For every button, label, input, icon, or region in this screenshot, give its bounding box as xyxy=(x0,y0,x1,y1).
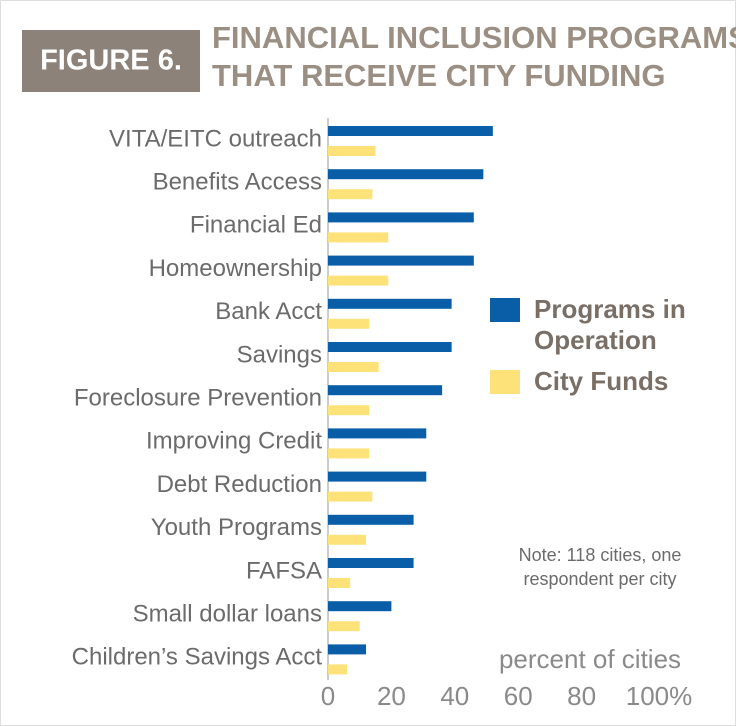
category-label: Small dollar loans xyxy=(133,601,322,628)
bar xyxy=(328,189,373,200)
bar xyxy=(328,298,452,309)
bar xyxy=(328,664,348,675)
category-label: Improving Credit xyxy=(146,428,322,455)
chart-title: FINANCIAL INCLUSION PROGRAMS xyxy=(212,20,736,55)
bar xyxy=(328,405,370,416)
x-tick-label: 80 xyxy=(567,681,596,711)
bar xyxy=(328,126,493,136)
bar xyxy=(328,558,414,568)
legend-swatch xyxy=(490,298,520,322)
bar xyxy=(328,362,379,372)
bar xyxy=(328,601,392,612)
bar xyxy=(328,232,389,243)
x-axis-label: percent of cities xyxy=(499,644,681,674)
bar xyxy=(328,491,373,502)
x-tick-label: 40 xyxy=(440,681,469,711)
category-label: Savings xyxy=(237,341,322,368)
chart-title: THAT RECEIVE CITY FUNDING xyxy=(212,58,666,93)
category-label: Financial Ed xyxy=(190,212,322,239)
note: respondent per city xyxy=(523,569,676,589)
bar xyxy=(328,578,351,588)
category-label: Debt Reduction xyxy=(157,471,322,498)
figure-box xyxy=(22,30,200,92)
bar xyxy=(328,385,443,396)
category-label: Benefits Access xyxy=(153,169,322,196)
bar xyxy=(328,621,360,632)
bar xyxy=(328,534,367,545)
bar xyxy=(328,644,367,655)
bar xyxy=(328,342,452,352)
category-label: Foreclosure Prevention xyxy=(74,385,322,412)
category-label: FAFSA xyxy=(246,557,322,584)
x-tick-label: 60 xyxy=(504,681,533,711)
bar xyxy=(328,428,427,439)
category-label: Bank Acct xyxy=(215,298,322,325)
figure-label: FIGURE 6. xyxy=(40,45,182,77)
bar xyxy=(328,514,414,525)
x-tick-label: 100% xyxy=(626,681,693,711)
legend-label: City Funds xyxy=(534,366,669,396)
legend-label: Programs in Operation xyxy=(534,294,686,355)
category-label: VITA/EITC outreach xyxy=(109,125,322,152)
bar xyxy=(328,212,474,223)
bar xyxy=(328,169,484,180)
category-label: Youth Programs xyxy=(151,514,322,541)
bar xyxy=(328,318,370,329)
note: Note: 118 cities, one xyxy=(519,545,682,565)
x-tick-label: 20 xyxy=(377,681,406,711)
category-label: Homeownership xyxy=(149,255,322,282)
x-tick-label: 0 xyxy=(321,681,335,711)
bar xyxy=(328,255,474,266)
category-label: Children’s Savings Acct xyxy=(72,644,323,671)
bar xyxy=(328,146,376,156)
bar xyxy=(328,471,427,482)
legend-swatch xyxy=(490,370,520,394)
bar xyxy=(328,448,370,459)
bar xyxy=(328,275,389,286)
